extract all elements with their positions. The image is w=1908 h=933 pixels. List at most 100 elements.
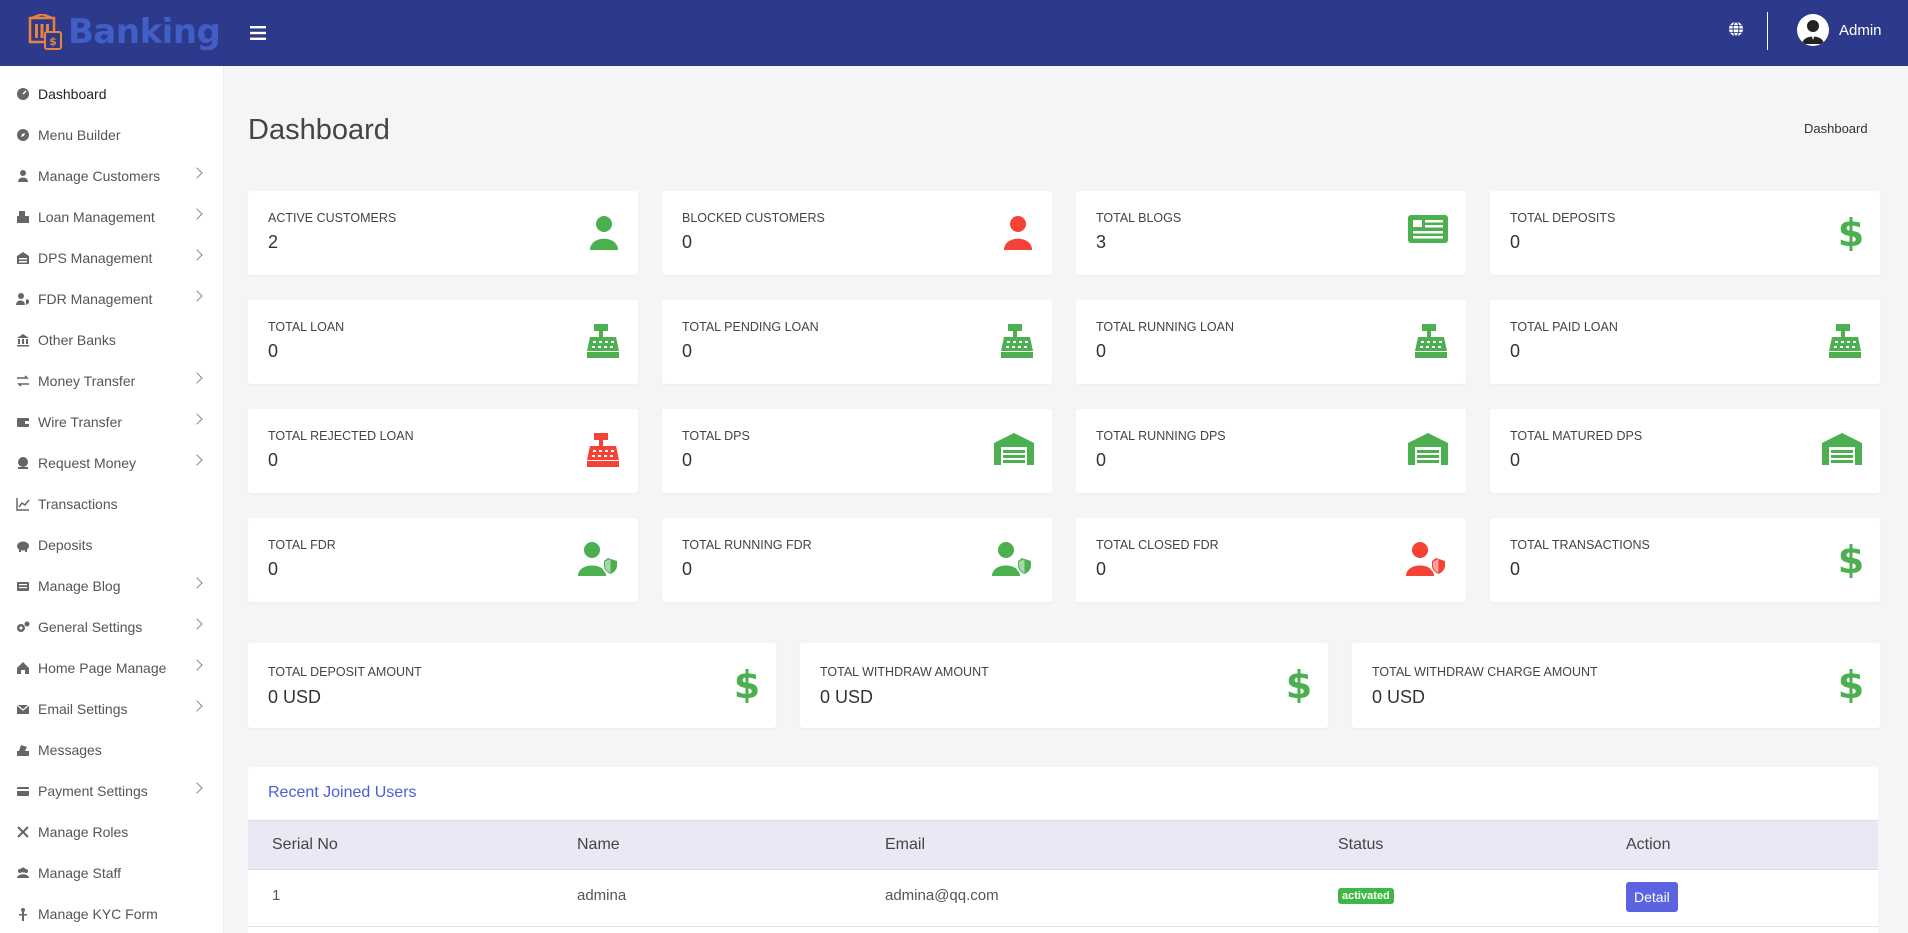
- sidebar-item-dps-management[interactable]: DPS Management: [0, 237, 223, 278]
- stat-card-total-pending-loan: Total Pending Loan 0: [662, 300, 1052, 384]
- dollar-icon: $: [1838, 663, 1864, 708]
- column-header-serial: Serial No: [272, 836, 338, 853]
- detail-button[interactable]: Detail: [1626, 882, 1678, 912]
- stat-card-total-dps: Total DPS 0: [662, 409, 1052, 493]
- sidebar-item-manage-staff[interactable]: Manage Staff: [0, 852, 223, 893]
- sidebar-item-label: Request Money: [38, 454, 137, 471]
- sidebar-item-email-settings[interactable]: Email Settings: [0, 688, 223, 729]
- sidebar-item-label: Manage KYC Form: [38, 905, 158, 922]
- bank-logo-icon: $: [28, 14, 62, 50]
- stat-label: Total Pending Loan: [682, 320, 819, 334]
- sidebar-item-label: Transactions: [38, 495, 118, 512]
- sidebar-item-messages[interactable]: Messages: [0, 729, 223, 770]
- sidebar-item-general-settings[interactable]: General Settings: [0, 606, 223, 647]
- sidebar-item-label: Manage Roles: [38, 823, 129, 840]
- stat-label: Total Closed FDR: [1096, 538, 1219, 552]
- sidebar-item-home-page-manage[interactable]: Home Page Manage: [0, 647, 223, 688]
- staff-icon: [16, 866, 30, 880]
- page-title: Dashboard: [248, 114, 390, 146]
- sidebar-item-label: Wire Transfer: [38, 413, 123, 430]
- dollar-icon: $: [1838, 538, 1864, 583]
- amount-value: 0 USD: [820, 687, 874, 707]
- cash-register-icon: [1414, 324, 1448, 363]
- stat-value: 0: [268, 559, 279, 579]
- svg-text:$: $: [1288, 667, 1310, 703]
- sidebar-item-label: Loan Management: [38, 208, 155, 225]
- column-header-email: Email: [885, 836, 926, 853]
- sidebar-item-loan-management[interactable]: Loan Management: [0, 196, 223, 237]
- sidebar-item-payment-settings[interactable]: Payment Settings: [0, 770, 223, 811]
- stat-label: Total Blogs: [1096, 211, 1182, 225]
- dollar-icon: $: [1838, 211, 1864, 256]
- svg-text:$: $: [1840, 215, 1862, 251]
- stat-label: Total FDR: [268, 538, 336, 552]
- stat-card-total-running-fdr: Total Running FDR 0: [662, 518, 1052, 602]
- chevron-right-icon: [191, 618, 203, 630]
- svg-text:$: $: [736, 667, 758, 703]
- warehouse-icon: [1408, 433, 1448, 470]
- transfer-icon: [16, 374, 30, 388]
- breadcrumb[interactable]: Dashboard: [1804, 121, 1868, 136]
- sidebar-item-wire-transfer[interactable]: Wire Transfer: [0, 401, 223, 442]
- header-divider: [1767, 12, 1768, 50]
- cash-register-icon: [586, 433, 620, 472]
- stat-label: Total Running Loan: [1096, 320, 1234, 334]
- column-header-status: Status: [1338, 836, 1384, 853]
- stat-value: 0: [682, 341, 693, 361]
- stat-value: 0: [1510, 559, 1521, 579]
- user-shield-icon: [1406, 542, 1448, 581]
- sidebar-item-menu-builder[interactable]: Menu Builder: [0, 114, 223, 155]
- user-icon: [1002, 215, 1034, 256]
- cash-register-icon: [1000, 324, 1034, 363]
- stat-label: Total Deposits: [1510, 211, 1616, 225]
- hamburger-menu-icon[interactable]: [250, 20, 266, 46]
- dollar-icon: $: [734, 663, 760, 708]
- amount-value: 0 USD: [268, 687, 322, 707]
- roles-icon: [16, 825, 30, 839]
- sidebar-item-deposits[interactable]: Deposits: [0, 524, 223, 565]
- admin-name: Admin: [1839, 21, 1882, 39]
- sidebar-item-manage-customers[interactable]: Manage Customers: [0, 155, 223, 196]
- piggy-bank-icon: [16, 538, 30, 552]
- sidebar-item-label: Manage Staff: [38, 864, 122, 881]
- stat-label: Total Transactions: [1510, 538, 1650, 552]
- admin-menu[interactable]: Admin: [1797, 14, 1882, 46]
- stat-label: Total DPS: [682, 429, 750, 443]
- column-header-action: Action: [1626, 836, 1671, 853]
- sidebar-item-label: Other Banks: [38, 331, 116, 348]
- amount-value: 0 USD: [1372, 687, 1426, 707]
- table-header: Serial No Name Email Status Action: [248, 820, 1878, 870]
- sidebar-item-request-money[interactable]: Request Money: [0, 442, 223, 483]
- sidebar-item-other-banks[interactable]: Other Banks: [0, 319, 223, 360]
- sidebar-item-label: Manage Customers: [38, 167, 161, 184]
- status-badge: activated: [1338, 888, 1394, 904]
- stat-label: Active Customers: [268, 211, 397, 225]
- stat-value: 0: [682, 232, 693, 252]
- chevron-right-icon: [191, 782, 203, 794]
- sidebar-item-money-transfer[interactable]: Money Transfer: [0, 360, 223, 401]
- sidebar-item-dashboard[interactable]: Dashboard: [0, 73, 223, 114]
- chevron-right-icon: [191, 372, 203, 384]
- amount-card-total-withdraw-amount: Total Withdraw Amount 0 USD $: [800, 643, 1328, 728]
- stat-label: Blocked Customers: [682, 211, 825, 225]
- chart-icon: [16, 497, 30, 511]
- user-icon: [588, 215, 620, 256]
- loan-icon: [16, 210, 30, 224]
- sidebar-item-fdr-management[interactable]: FDR Management: [0, 278, 223, 319]
- sidebar-item-transactions[interactable]: Transactions: [0, 483, 223, 524]
- stat-card-active-customers: Active Customers 2: [248, 191, 638, 275]
- stat-value: 0: [682, 559, 693, 579]
- sidebar-item-manage-kyc-form[interactable]: Manage KYC Form: [0, 893, 223, 933]
- stat-value: 2: [268, 232, 279, 252]
- stat-card-total-paid-loan: Total Paid Loan 0: [1490, 300, 1880, 384]
- cell-name: admina: [577, 887, 627, 904]
- logo[interactable]: $ Banking: [28, 12, 221, 52]
- request-icon: [16, 456, 30, 470]
- home-icon: [16, 661, 30, 675]
- sidebar-item-manage-blog[interactable]: Manage Blog: [0, 565, 223, 606]
- sidebar-item-manage-roles[interactable]: Manage Roles: [0, 811, 223, 852]
- sidebar-item-label: Payment Settings: [38, 782, 148, 799]
- svg-text:$: $: [1840, 667, 1862, 703]
- sidebar-item-label: Messages: [38, 741, 102, 758]
- globe-icon[interactable]: [1728, 21, 1744, 42]
